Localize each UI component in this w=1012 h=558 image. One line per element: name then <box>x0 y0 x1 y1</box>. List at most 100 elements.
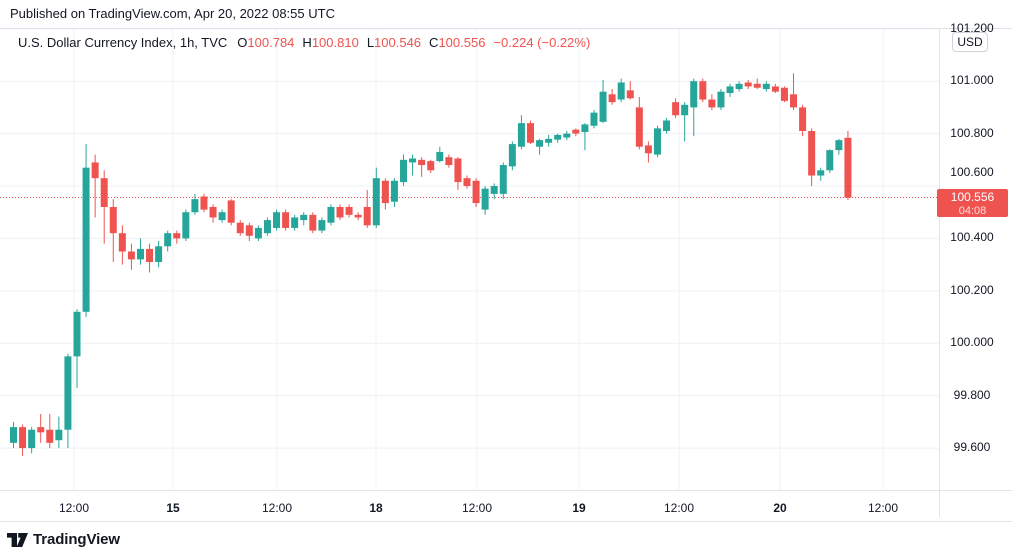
divider-top <box>0 28 1012 29</box>
candle-down <box>572 129 580 134</box>
candle-up <box>817 170 825 176</box>
candle-down <box>363 206 371 226</box>
candle-down <box>345 206 353 215</box>
candle-down <box>354 214 362 218</box>
time-tick-label: 18 <box>369 501 383 515</box>
time-tick-label: 12:00 <box>867 501 899 515</box>
candle-down <box>127 251 135 260</box>
candle-down <box>635 107 643 147</box>
candle-down <box>46 429 54 443</box>
candle-up <box>155 246 163 263</box>
price-tick-label: 101.000 <box>950 73 994 88</box>
candle-down <box>699 81 707 100</box>
candle-up <box>835 140 843 151</box>
time-tick-label: 12:00 <box>58 501 90 515</box>
candle-down <box>644 145 652 154</box>
time-tick-label: 19 <box>572 501 586 515</box>
candle-down <box>472 180 480 204</box>
candle-down <box>282 212 290 228</box>
candle-up <box>409 158 417 163</box>
candle-down <box>526 123 534 143</box>
low-label: L <box>366 35 375 50</box>
candle-down <box>309 214 317 231</box>
legend-low: L 100.546 <box>367 35 421 50</box>
currency-badge: USD <box>952 32 988 52</box>
candle-down <box>844 137 852 198</box>
candle-down <box>91 162 99 179</box>
candle-down <box>336 206 344 218</box>
candle-down <box>626 90 634 99</box>
candle-down <box>427 161 435 171</box>
legend-high: H 100.810 <box>302 35 358 50</box>
price-tick-label: 101.200 <box>950 20 994 35</box>
close-label: C <box>429 35 439 50</box>
close-value: 100.556 <box>438 35 486 50</box>
candle-down <box>245 225 253 236</box>
legend-open: O 100.784 <box>237 35 294 50</box>
candle-down <box>19 427 27 449</box>
price-tick-label: 100.400 <box>950 230 994 245</box>
time-tick-label: 12:00 <box>261 501 293 515</box>
candle-down <box>227 200 235 223</box>
candle-down <box>463 178 471 187</box>
candle-down <box>173 233 181 239</box>
candle-up <box>545 138 553 143</box>
time-axis[interactable]: 12:00 15 12:00 18 12:00 19 12:00 20 12:00 <box>0 490 939 521</box>
candle-up <box>590 112 598 126</box>
candle-up <box>581 124 589 133</box>
time-tick-label: 12:00 <box>663 501 695 515</box>
symbol-title: U.S. Dollar Currency Index, 1h, TVC <box>18 35 228 50</box>
divider-bottom <box>0 521 1012 522</box>
candle-up <box>400 159 408 183</box>
candle-down <box>672 102 680 116</box>
candle-up <box>508 144 516 167</box>
candle-down <box>445 157 453 166</box>
candle-up <box>263 220 271 234</box>
price-tick-label: 100.200 <box>950 282 994 297</box>
price-tick-label: 100.000 <box>950 335 994 350</box>
tradingview-wordmark: TradingView <box>33 531 120 548</box>
candle-down <box>200 196 208 210</box>
tradingview-logo-icon <box>7 532 28 547</box>
time-tick-label: 15 <box>166 501 180 515</box>
candle-up <box>726 86 734 93</box>
last-price-label: 100.556 04:08 <box>937 188 1008 217</box>
bar-countdown: 04:08 <box>958 204 987 217</box>
price-axis[interactable]: USD 100.556 04:08 101.200 101.000 100.800 1… <box>937 0 1012 558</box>
price-tick-label: 99.600 <box>953 440 991 455</box>
candle-up <box>617 82 625 100</box>
time-tick-label: 20 <box>773 501 787 515</box>
candle-down <box>799 107 807 131</box>
candle-down <box>744 82 752 87</box>
high-label: H <box>302 35 312 50</box>
candle-down <box>418 159 426 166</box>
candle-up <box>554 134 562 140</box>
published-caption: Published on TradingView.com, Apr 20, 20… <box>10 6 335 21</box>
candle-up <box>218 212 226 221</box>
open-value: 100.784 <box>247 35 295 50</box>
candle-up <box>826 150 834 171</box>
candle-up <box>499 165 507 194</box>
candle-up <box>517 123 525 147</box>
high-value: 100.810 <box>311 35 359 50</box>
candle-up <box>372 178 380 226</box>
footer-brand[interactable]: TradingView <box>7 531 120 548</box>
legend-close: C 100.556 <box>429 35 485 50</box>
candle-up <box>481 188 489 210</box>
candle-up <box>653 128 661 155</box>
candle-up <box>717 91 725 108</box>
candle-up <box>300 214 308 221</box>
candle-down <box>37 427 45 433</box>
candle-down <box>608 94 616 103</box>
symbol-legend: U.S. Dollar Currency Index, 1h, TVC O 10… <box>18 35 590 50</box>
candle-up <box>55 429 63 441</box>
candle-down <box>209 206 217 218</box>
candle-down <box>454 158 462 183</box>
price-tick-label: 100.600 <box>950 165 994 180</box>
candle-up <box>762 83 770 90</box>
candle-up <box>136 248 144 260</box>
candle-down <box>780 87 788 101</box>
candle-up <box>690 81 698 108</box>
